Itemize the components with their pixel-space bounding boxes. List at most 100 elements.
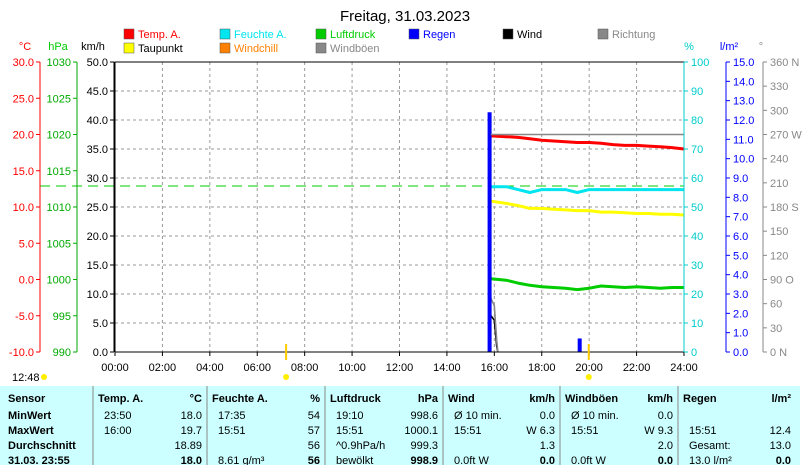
wind-tick-label: 35.0 — [87, 144, 108, 156]
table-cell-value: 12.4 — [770, 425, 791, 437]
axis-unit-rain: l/m² — [720, 41, 739, 53]
table-cell-value: 56 — [308, 440, 320, 452]
table-cell-sub: 0.0ft W — [571, 455, 606, 465]
table-header-sensor: Sensor — [8, 393, 46, 405]
table-header: Feuchte A. — [212, 393, 268, 405]
table-cell-value: 1000.1 — [404, 425, 438, 437]
direction-tick-label: 60 — [770, 299, 782, 311]
table-cell-value: 1.3 — [540, 440, 555, 452]
table-header: Windböen — [565, 393, 618, 405]
rain-tick-label: 7.0 — [733, 212, 748, 224]
table-cell-sub: 15:51 — [689, 425, 717, 437]
table-cell-sub: 8.61 g/m³ — [218, 455, 265, 465]
grid — [40, 61, 684, 353]
temp-tick-label: -5.0 — [15, 311, 34, 323]
axis-unit-humidity: % — [684, 41, 694, 53]
rain-tick-label: 13.0 — [733, 96, 754, 108]
x-tick-label: 24:00 — [670, 362, 698, 374]
axis-unit-temp: °C — [19, 41, 31, 53]
table-header-unit: °C — [190, 393, 202, 405]
pressure-tick-label: 1015 — [47, 166, 71, 178]
legend-swatch — [123, 42, 135, 54]
rain-tick-label: 8.0 — [733, 192, 748, 204]
table-cell-value: 57 — [308, 425, 320, 437]
humidity-tick-label: 20 — [691, 289, 703, 301]
table-cell-sub: 19:10 — [336, 410, 364, 422]
legend-label: Windböen — [330, 43, 380, 55]
series-line-temp — [490, 134, 685, 151]
rain-bar — [577, 338, 582, 352]
rain-tick-label: 0.0 — [733, 347, 748, 359]
table-cell-value: W 9.3 — [644, 425, 673, 437]
humidity-tick-label: 40 — [691, 231, 703, 243]
legend: Temp. A. Feuchte A. Luftdruck Regen Wind Rich… — [123, 28, 655, 55]
table-cell-sub: ^0.9hPa/h — [336, 440, 385, 452]
table-cell-value: 18.0 — [181, 455, 202, 465]
table-cell-sub: Ø 10 min. — [454, 410, 502, 422]
legend-label: Taupunkt — [138, 43, 183, 55]
series-line-humidity — [490, 185, 684, 194]
rain-tick-label: 9.0 — [733, 173, 748, 185]
direction-tick-label: 210 — [770, 178, 788, 190]
table-header-unit: hPa — [418, 393, 439, 405]
direction-tick-label: 90 O — [770, 275, 794, 287]
wind-tick-label: 5.0 — [93, 318, 108, 330]
x-tick-label: 02:00 — [149, 362, 177, 374]
wind-tick-label: 20.0 — [87, 231, 108, 243]
rain-tick-label: 11.0 — [733, 134, 754, 146]
pressure-tick-label: 1020 — [47, 130, 71, 142]
humidity-tick-label: 10 — [691, 318, 703, 330]
rain-tick-label: 5.0 — [733, 250, 748, 262]
humidity-tick-label: 90 — [691, 86, 703, 98]
legend-label: Richtung — [612, 29, 655, 41]
direction-tick-label: 0 N — [770, 347, 787, 359]
table-row-label: MinWert — [8, 410, 52, 422]
series-line-gust — [490, 297, 499, 353]
table-header: Wind — [448, 393, 475, 405]
direction-tick-label: 150 — [770, 226, 788, 238]
humidity-tick-label: 0 — [691, 347, 697, 359]
table-cell-sub: Gesamt: — [689, 440, 731, 452]
table-header: Temp. A. — [98, 393, 143, 405]
legend-swatch — [315, 28, 327, 40]
pressure-tick-label: 1005 — [47, 238, 71, 250]
table-cell-value: 54 — [308, 410, 320, 422]
rain-tick-label: 4.0 — [733, 270, 748, 282]
pressure-tick-label: 1030 — [47, 57, 71, 69]
pressure-tick-label: 1000 — [47, 275, 71, 287]
pressure-tick-label: 990 — [53, 347, 71, 359]
wind-tick-label: 25.0 — [87, 202, 108, 214]
legend-label: Luftdruck — [330, 29, 376, 41]
rain-tick-label: 6.0 — [733, 231, 748, 243]
rain-tick-label: 2.0 — [733, 308, 748, 320]
temp-tick-label: 10.0 — [13, 202, 34, 214]
rain-tick-label: 1.0 — [733, 328, 748, 340]
table-cell-value: 18.0 — [181, 410, 202, 422]
temp-tick-label: -10.0 — [9, 347, 34, 359]
wind-tick-label: 45.0 — [87, 86, 108, 98]
sun-markers: 12:48 — [12, 344, 592, 384]
humidity-tick-label: 30 — [691, 260, 703, 272]
humidity-tick-label: 70 — [691, 144, 703, 156]
legend-label: Temp. A. — [138, 29, 181, 41]
wind-tick-label: 10.0 — [87, 289, 108, 301]
legend-swatch — [408, 28, 420, 40]
table-cell-value: 998.9 — [410, 455, 438, 465]
table-cell-value: 0.0 — [776, 455, 791, 465]
x-tick-label: 22:00 — [623, 362, 651, 374]
rain-tick-label: 14.0 — [733, 76, 754, 88]
temp-tick-label: 25.0 — [13, 93, 34, 105]
x-tick-label: 10:00 — [338, 362, 366, 374]
direction-tick-label: 240 — [770, 154, 788, 166]
x-tick-label: 00:00 — [101, 362, 129, 374]
table-cell-value: 56 — [308, 455, 320, 465]
table-cell-sub: 17:35 — [218, 410, 246, 422]
table-cell-value: 0.0 — [540, 410, 555, 422]
x-tick-label: 18:00 — [528, 362, 556, 374]
humidity-tick-label: 80 — [691, 115, 703, 127]
timestamp: 12:48 — [12, 372, 40, 384]
legend-swatch — [315, 42, 327, 54]
wind-tick-label: 0.0 — [93, 347, 108, 359]
table-cell-value: 18.89 — [174, 440, 202, 452]
